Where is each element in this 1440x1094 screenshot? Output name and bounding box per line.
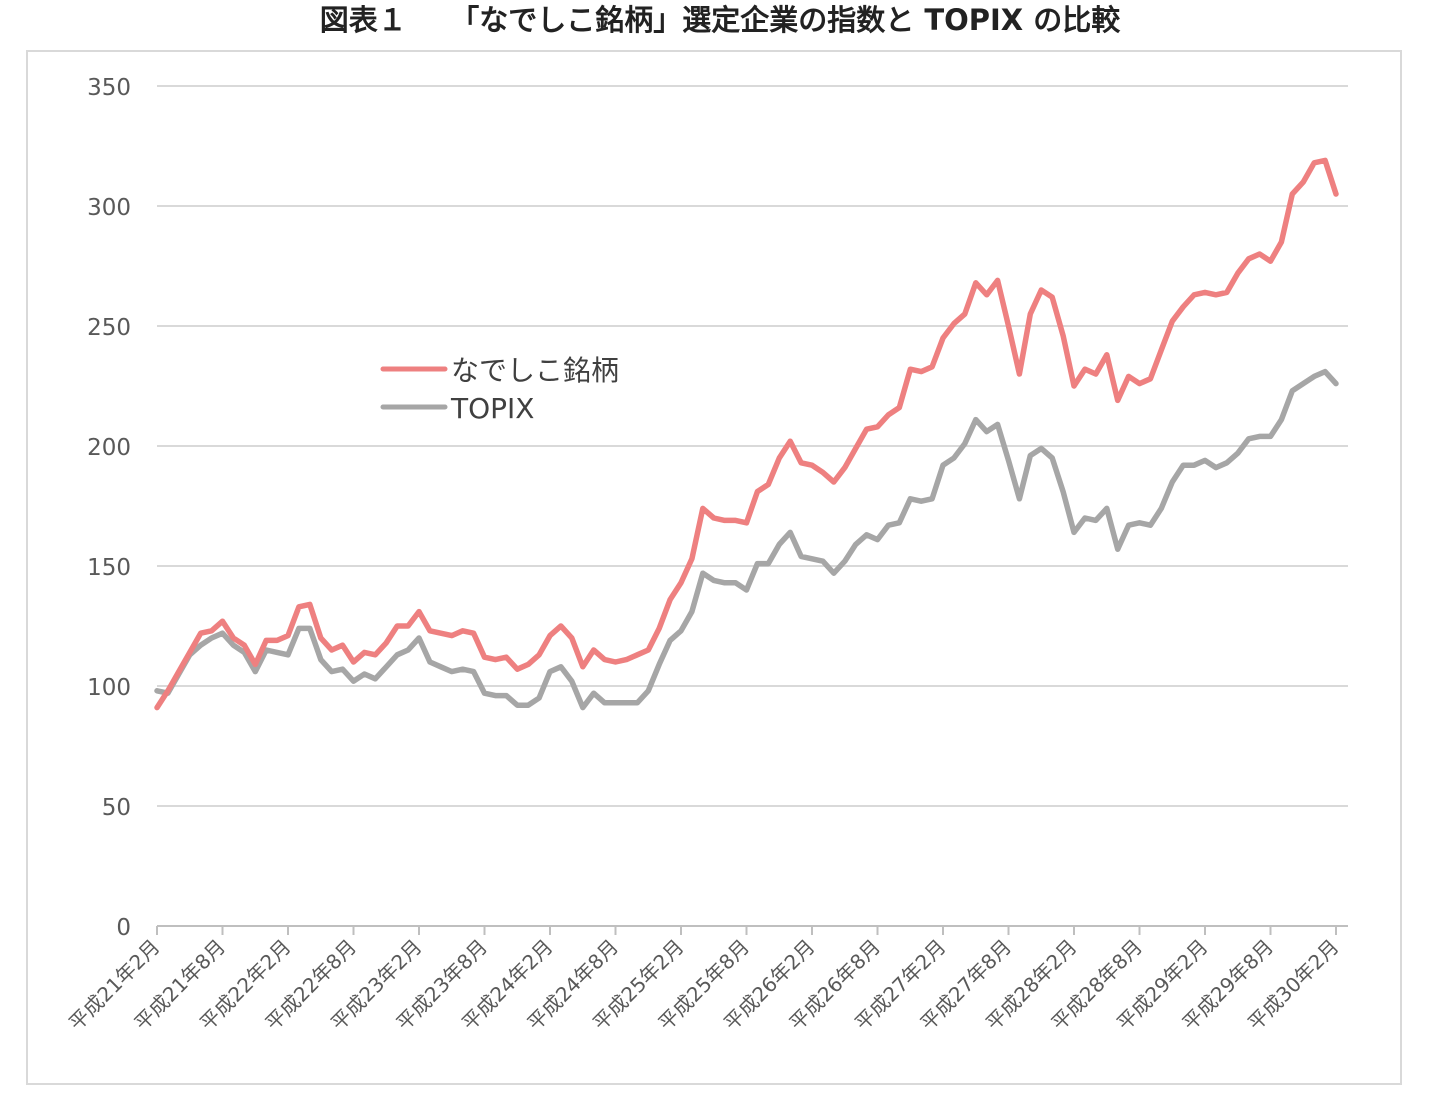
- series-line-nadeshiko: [154, 157, 1339, 711]
- x-axis: 平成21年2月平成21年8月平成22年2月平成22年8月平成23年2月平成23年…: [64, 925, 1348, 1035]
- chart-title: 図表１ 「なでしこ銘柄」選定企業の指数と TOPIX の比較: [319, 3, 1121, 37]
- y-tick-label: 150: [87, 555, 131, 581]
- y-tick-label: 0: [116, 915, 131, 941]
- y-tick-label: 350: [87, 75, 131, 101]
- y-axis-ticks: 0 50 100 150 200 250 300 350: [87, 75, 131, 941]
- y-tick-label: 300: [87, 195, 131, 221]
- y-tick-label: 200: [87, 435, 131, 461]
- y-tick-label: 250: [87, 315, 131, 341]
- legend-label-nadeshiko: なでしこ銘柄: [451, 354, 619, 387]
- chart-frame: [26, 50, 1402, 1085]
- y-tick-label: 50: [102, 795, 131, 821]
- y-tick-label: 100: [87, 675, 131, 701]
- series-lines: [154, 157, 1339, 711]
- gridlines: [157, 85, 1348, 807]
- series-line-topix: [154, 368, 1339, 711]
- legend-label-topix: TOPIX: [450, 392, 534, 425]
- legend: なでしこ銘柄 TOPIX: [380, 354, 619, 425]
